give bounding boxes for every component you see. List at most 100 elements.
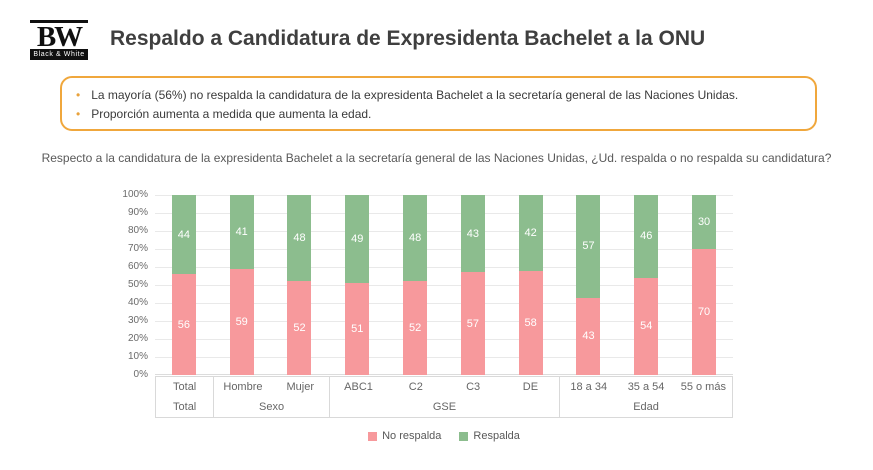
bar-slot-total: 44 56 bbox=[155, 195, 213, 375]
bar-18-a-34: 57 43 bbox=[576, 195, 601, 375]
x-axis-label-box: Total Total Hombre Mujer Sexo ABC1 C2 C3 DE GSE 18… bbox=[155, 376, 733, 418]
group-label-edad: Edad bbox=[633, 401, 659, 413]
logo-initials: BW bbox=[30, 20, 88, 51]
y-axis-tick-label: 30% bbox=[127, 315, 148, 326]
segment-respalda: 49 bbox=[345, 195, 370, 284]
bar-slot-c2: 48 52 bbox=[386, 195, 444, 375]
chart-legend: No respalda Respalda bbox=[155, 430, 733, 442]
segment-respalda: 48 bbox=[287, 195, 312, 282]
y-axis-tick-label: 90% bbox=[127, 207, 148, 218]
category-label-35-a-54: 35 a 54 bbox=[627, 381, 665, 393]
summary-callout: • La mayoría (56%) no respalda la candid… bbox=[60, 76, 817, 131]
segment-no-respalda: 52 bbox=[287, 281, 312, 375]
gridline-10% bbox=[155, 357, 733, 358]
bar-value-label: 42 bbox=[524, 226, 537, 239]
bar-value-label: 30 bbox=[697, 216, 711, 228]
category-label-abc1: ABC1 bbox=[344, 381, 373, 393]
bar-slot-55-o-mas: 30 70 bbox=[675, 195, 733, 375]
gridline-80% bbox=[155, 231, 733, 232]
page-title: Respaldo a Candidatura de Expresidenta B… bbox=[110, 27, 706, 50]
plot-area: 44 56 41 59 48 52 49 51 48 52 43 57 42 58 57 43 46 54 30 70 bbox=[155, 195, 733, 375]
gridline-50% bbox=[155, 285, 733, 286]
bar-slot-de: 42 58 bbox=[502, 195, 560, 375]
segment-respalda: 46 bbox=[634, 195, 659, 278]
group-label-gse: GSE bbox=[432, 401, 457, 413]
group-label-total: Total bbox=[173, 401, 197, 413]
segment-respalda: 41 bbox=[229, 195, 254, 269]
category-label-de: DE bbox=[522, 381, 539, 393]
axis-group-categories: ABC1 C2 C3 DE bbox=[330, 377, 559, 397]
bar-value-label: 58 bbox=[524, 316, 537, 329]
callout-bullet-1: • La mayoría (56%) no respalda la candid… bbox=[76, 86, 805, 105]
bar-slot-abc1: 49 51 bbox=[328, 195, 386, 375]
bar-slot-mujer: 48 52 bbox=[271, 195, 329, 375]
gridline-100% bbox=[155, 195, 733, 196]
bar-total: 44 56 bbox=[171, 195, 196, 375]
chart: 0% 10% 20% 30% 40% 50% 60% 70% 80% 90% 100% 44 56 41… bbox=[0, 189, 873, 380]
bar-value-label: 48 bbox=[293, 232, 306, 245]
bar-value-label: 44 bbox=[177, 228, 191, 241]
bar-hombre: 41 59 bbox=[229, 195, 254, 375]
bar-slot-18-a-34: 57 43 bbox=[560, 195, 618, 375]
gridline-70% bbox=[155, 249, 733, 250]
bar-c2: 48 52 bbox=[403, 195, 428, 375]
axis-group-edad: 18 a 34 35 a 54 55 o más Edad bbox=[559, 377, 732, 417]
callout-bullet-2: • Proporción aumenta a medida que aument… bbox=[76, 105, 805, 124]
category-label-c2: C2 bbox=[408, 381, 423, 393]
bar-c3: 43 57 bbox=[460, 195, 485, 375]
bars-container: 44 56 41 59 48 52 49 51 48 52 43 57 42 58 57 43 46 54 30 70 bbox=[155, 195, 733, 375]
bar-55-o-mas: 30 70 bbox=[692, 195, 717, 375]
segment-respalda: 43 bbox=[460, 195, 485, 273]
legend-item-no-respalda: No respalda bbox=[368, 430, 441, 442]
bar-mujer: 48 52 bbox=[287, 195, 312, 375]
bar-value-label: 57 bbox=[582, 240, 595, 253]
gridline-0% bbox=[155, 374, 733, 375]
bar-35-a-54: 46 54 bbox=[634, 195, 659, 375]
gridline-20% bbox=[155, 339, 733, 340]
callout-bullet-1-text: La mayoría (56%) no respalda la candidat… bbox=[91, 88, 739, 102]
bar-abc1: 49 51 bbox=[345, 195, 370, 375]
logo: BW Black & White bbox=[30, 20, 88, 60]
segment-respalda: 48 bbox=[403, 195, 428, 282]
bar-value-label: 41 bbox=[235, 225, 248, 238]
segment-respalda: 30 bbox=[692, 195, 717, 249]
segment-no-respalda: 56 bbox=[171, 274, 196, 375]
y-axis-tick-label: 0% bbox=[133, 369, 148, 380]
axis-group-categories: 18 a 34 35 a 54 55 o más bbox=[560, 377, 732, 397]
legend-swatch-icon bbox=[459, 431, 469, 441]
segment-no-respalda: 57 bbox=[460, 272, 485, 375]
segment-no-respalda: 51 bbox=[345, 283, 370, 375]
y-axis-tick-label: 40% bbox=[127, 297, 148, 308]
segment-no-respalda: 43 bbox=[576, 297, 601, 375]
segment-no-respalda: 58 bbox=[518, 270, 543, 375]
bullet-icon: • bbox=[76, 106, 81, 121]
y-axis-tick-label: 20% bbox=[127, 333, 148, 344]
category-label-total: Total bbox=[173, 381, 197, 393]
segment-respalda: 44 bbox=[171, 195, 196, 275]
bar-value-label: 52 bbox=[293, 322, 306, 335]
category-label-55-o-mas: 55 o más bbox=[680, 381, 726, 393]
gridline-90% bbox=[155, 213, 733, 214]
segment-respalda: 57 bbox=[576, 195, 601, 298]
bar-value-label: 43 bbox=[466, 227, 479, 240]
legend-item-respalda: Respalda bbox=[459, 430, 520, 442]
axis-group-gse: ABC1 C2 C3 DE GSE bbox=[328, 377, 559, 417]
logo-subtitle: Black & White bbox=[30, 48, 88, 60]
bar-value-label: 46 bbox=[640, 230, 653, 243]
category-label-18-a-34: 18 a 34 bbox=[570, 381, 608, 393]
bar-value-label: 59 bbox=[235, 315, 248, 328]
gridline-30% bbox=[155, 321, 733, 322]
axis-group-total: Total Total bbox=[156, 377, 213, 417]
segment-no-respalda: 52 bbox=[403, 281, 428, 375]
axis-group-sexo: Hombre Mujer Sexo bbox=[213, 377, 329, 417]
y-axis: 0% 10% 20% 30% 40% 50% 60% 70% 80% 90% 100% bbox=[0, 189, 148, 380]
bullet-icon: • bbox=[76, 88, 81, 102]
bar-value-label: 57 bbox=[466, 317, 479, 330]
category-label-mujer: Mujer bbox=[286, 381, 314, 393]
y-axis-tick-label: 80% bbox=[127, 225, 148, 236]
segment-no-respalda: 54 bbox=[634, 277, 659, 375]
bar-value-label: 54 bbox=[640, 320, 653, 333]
bar-slot-c3: 43 57 bbox=[444, 195, 502, 375]
bar-value-label: 49 bbox=[351, 233, 364, 246]
category-label-hombre: Hombre bbox=[223, 381, 263, 393]
